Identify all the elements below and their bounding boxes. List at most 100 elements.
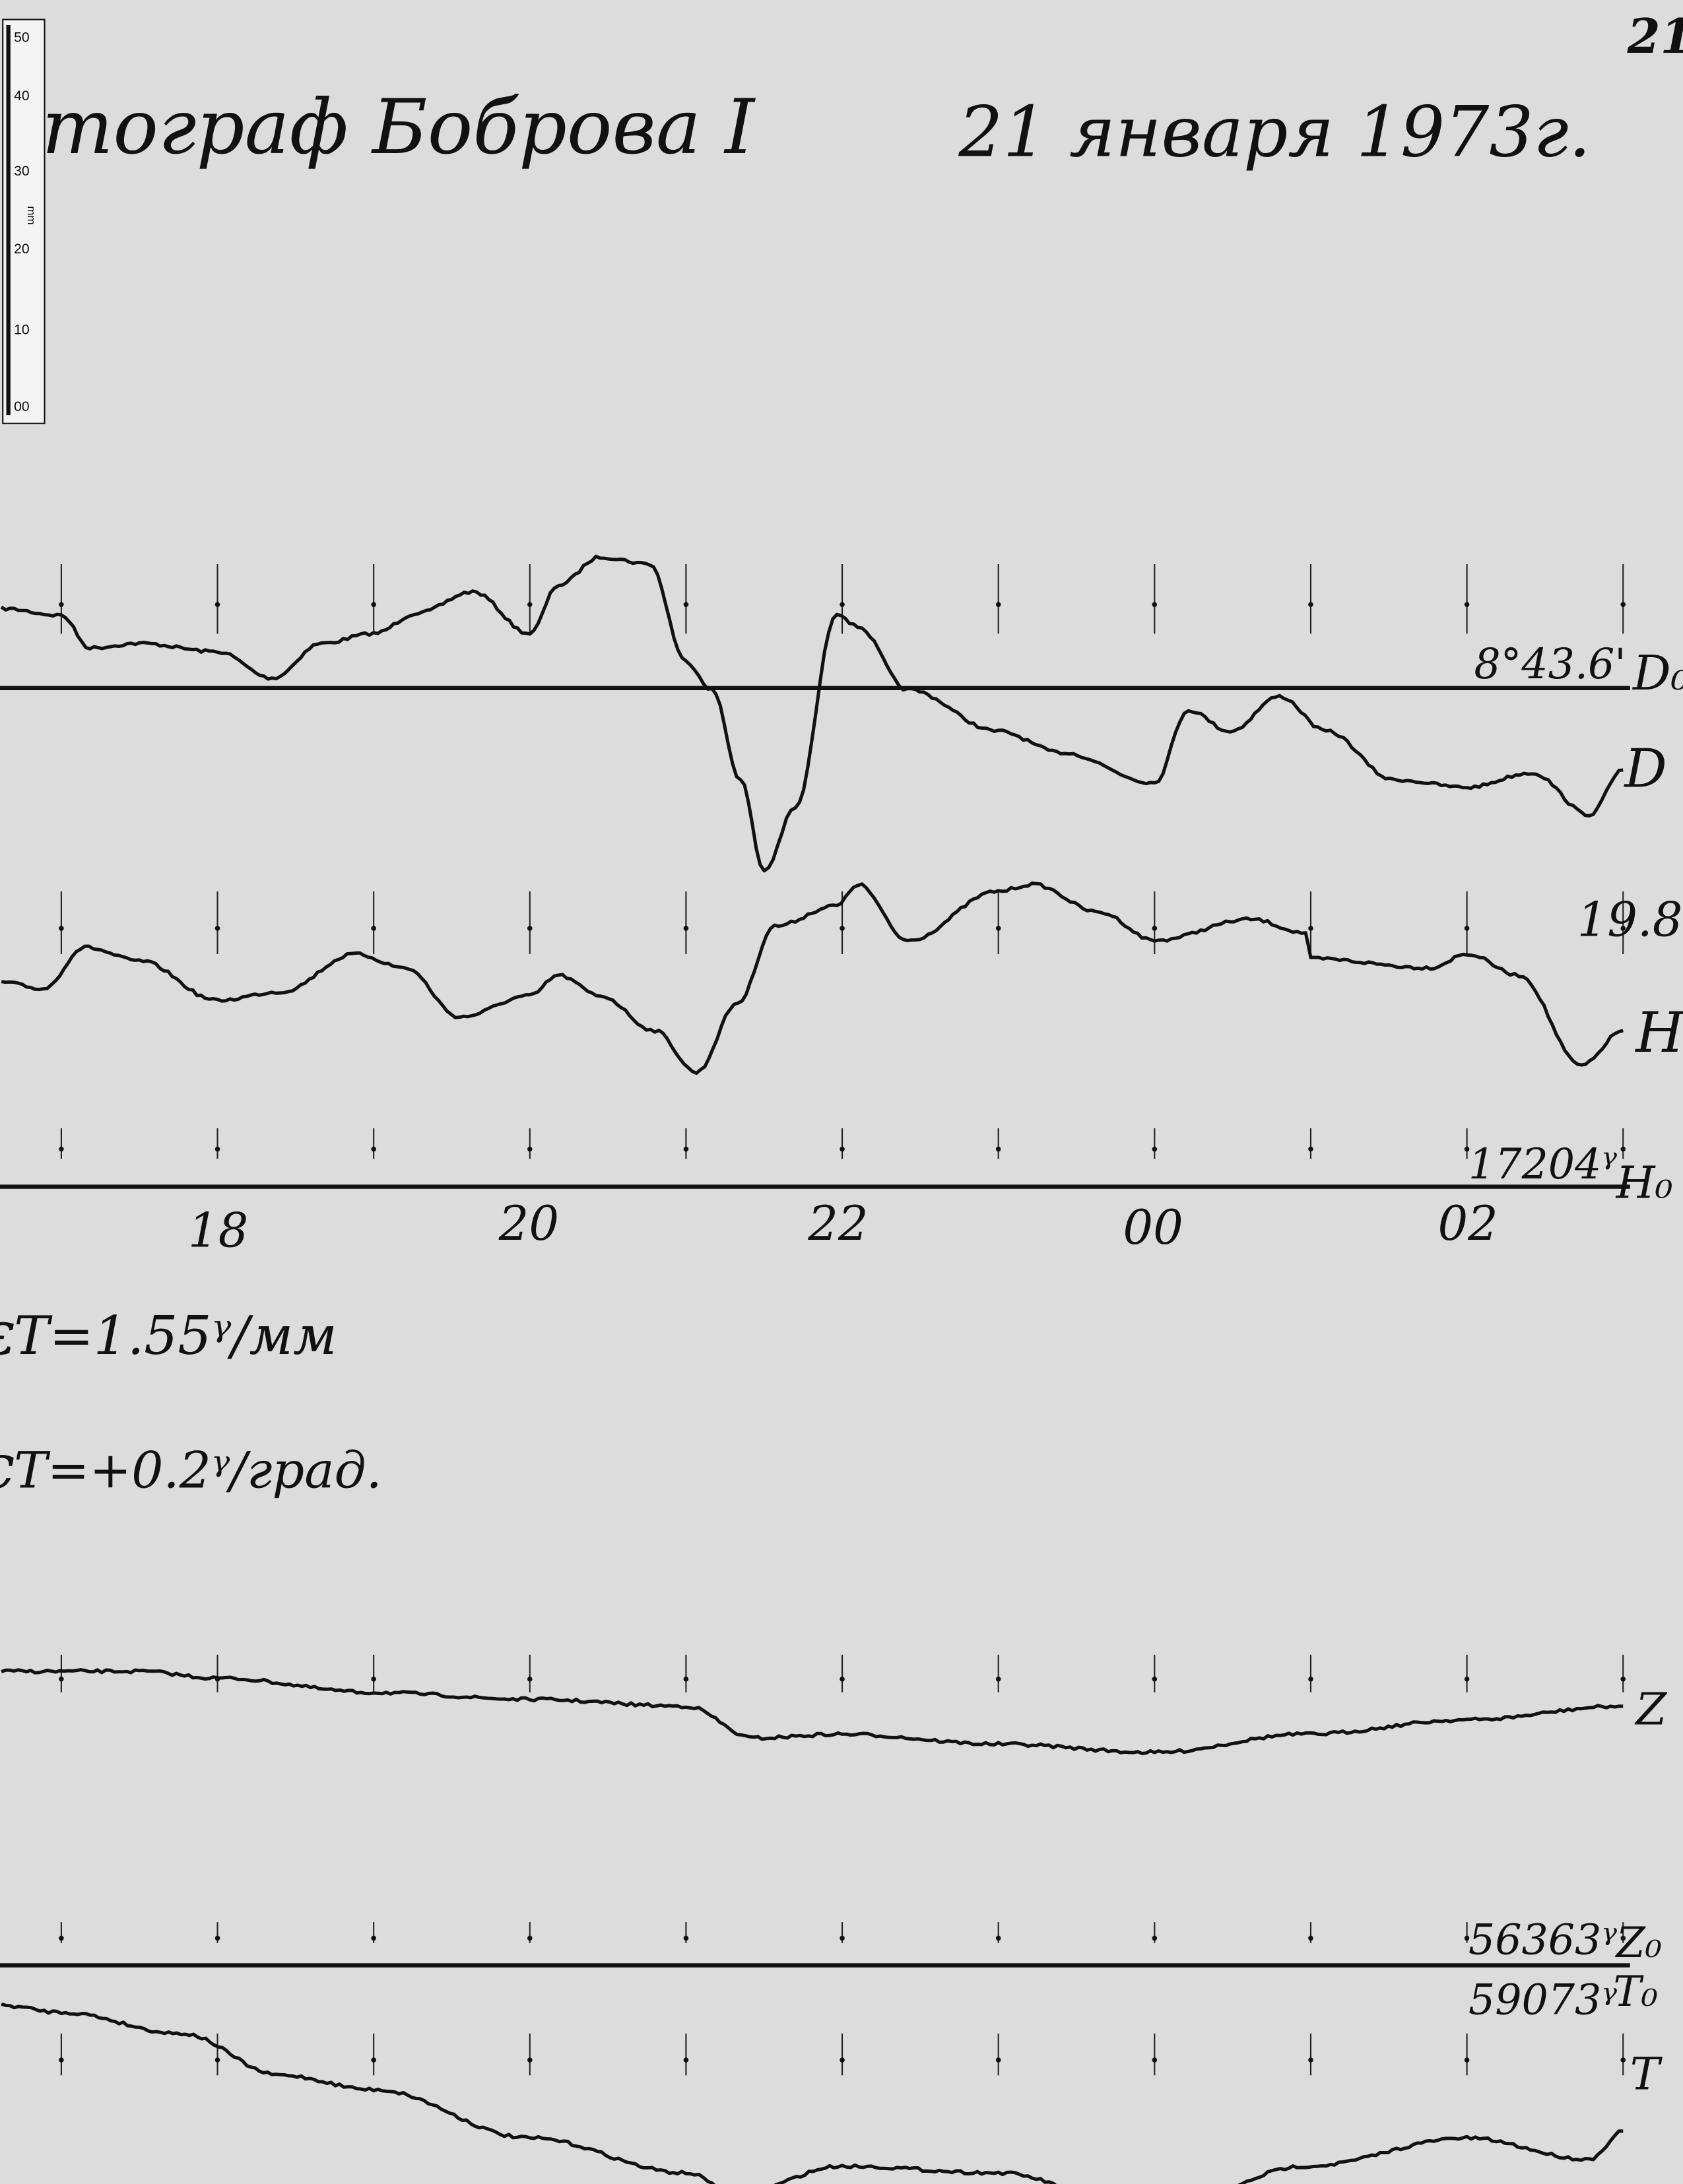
- h0-value: 17204ᵞ: [1468, 1140, 1617, 1188]
- hour-mark-dot: [683, 1935, 689, 1941]
- d-trace-label: D: [1623, 738, 1666, 800]
- hour-mark-dot: [1152, 1935, 1158, 1941]
- hour-mark-dot: [1620, 1146, 1626, 1152]
- trace-d: [0, 554, 1624, 873]
- x-tick-02: 02: [1437, 1196, 1498, 1251]
- hour-mark-dot: [1620, 1935, 1626, 1941]
- scale-label-10: 10: [14, 323, 29, 338]
- trace-t: [1, 2002, 1624, 2184]
- hour-mark-dot: [840, 1935, 845, 1941]
- hour-mark-dot: [840, 1146, 845, 1152]
- sheet-number: 21: [1627, 9, 1683, 64]
- hour-mark-dot: [59, 1935, 64, 1941]
- hour-mark-dot: [683, 1676, 689, 1682]
- scale-label-20: 20: [14, 241, 29, 257]
- title-left: тограф Боброва I: [42, 83, 756, 171]
- hour-mark-dot: [1308, 1676, 1313, 1682]
- eps-t-value: T=+0.2ᵞ/град.: [14, 1441, 382, 1500]
- hour-mark-dot: [1464, 1146, 1470, 1152]
- hour-mark-dot: [1464, 926, 1470, 931]
- hour-mark-dot: [59, 1146, 64, 1152]
- trace-z: [1, 1668, 1624, 1756]
- d0-label: D₀: [1632, 645, 1683, 701]
- hour-mark-dot: [1464, 2057, 1470, 2063]
- hour-mark-dot: [683, 2057, 689, 2063]
- hour-mark-dot: [371, 602, 376, 607]
- hour-mark-dot: [995, 1676, 1001, 1682]
- hour-mark-dot: [527, 1935, 533, 1941]
- hour-mark-dot: [527, 1146, 533, 1152]
- scale-label-30: 30: [14, 164, 29, 179]
- hour-mark-dot: [371, 1676, 376, 1682]
- hour-mark-dot: [1620, 602, 1626, 607]
- eps-t-symbol: c: [0, 1431, 15, 1502]
- hour-mark-dot: [371, 1935, 376, 1941]
- hour-mark-dot: [1308, 602, 1313, 607]
- t0-label: T₀: [1613, 1967, 1658, 2016]
- hour-mark-dot: [1308, 1935, 1313, 1941]
- title-date: 21 января 1973г.: [958, 91, 1591, 172]
- hour-mark-dot: [1620, 926, 1626, 931]
- hour-mark-dot: [995, 1935, 1001, 1941]
- eps-h-value: T=1.55ᵞ/мм: [14, 1305, 337, 1366]
- hour-mark-dot: [59, 926, 64, 931]
- hour-mark-dot: [59, 1676, 64, 1682]
- hour-mark-dot: [995, 1146, 1001, 1152]
- hour-mark-dot: [527, 1676, 533, 1682]
- x-tick-20: 20: [498, 1196, 559, 1251]
- hour-mark-dot: [840, 602, 845, 607]
- hour-mark-dot: [214, 602, 220, 607]
- h-temperature: 19.8°C: [1577, 892, 1683, 947]
- hour-mark-dot: [995, 2057, 1001, 2063]
- hour-mark-dot: [840, 1676, 845, 1682]
- hour-mark-dot: [1464, 1935, 1470, 1941]
- hour-mark-dot: [1152, 1676, 1158, 1682]
- hour-mark-dot: [995, 926, 1001, 931]
- z0-label: Z₀: [1615, 1918, 1662, 1967]
- hour-mark-dot: [683, 602, 689, 607]
- hour-mark-dot: [1152, 1146, 1158, 1152]
- d0-value: 8°43.6': [1474, 639, 1626, 688]
- hour-mark-dot: [214, 926, 220, 931]
- z-trace-label: Z: [1634, 1683, 1667, 1735]
- eps-h-symbol: ε: [0, 1297, 16, 1368]
- hour-marks: [59, 563, 1626, 2076]
- hour-mark-dot: [683, 926, 689, 931]
- x-tick-22: 22: [807, 1196, 868, 1251]
- hour-mark-dot: [1152, 926, 1158, 931]
- hour-mark-dot: [1152, 602, 1158, 607]
- hour-mark-dot: [214, 1146, 220, 1152]
- traces: [0, 554, 1624, 2184]
- h-trace-label: H: [1634, 1000, 1683, 1065]
- hour-mark-dot: [840, 2057, 845, 2063]
- x-tick-18: 18: [188, 1202, 248, 1258]
- hour-mark-dot: [371, 2057, 376, 2063]
- hour-mark-dot: [527, 602, 533, 607]
- hour-mark-dot: [214, 1935, 220, 1941]
- hour-mark-dot: [1308, 2057, 1313, 2063]
- z0-value: 56363ᵞ: [1468, 1915, 1617, 1964]
- hour-mark-dot: [59, 602, 64, 607]
- hour-mark-dot: [995, 602, 1001, 607]
- hour-mark-dot: [1308, 926, 1313, 931]
- hour-mark-dot: [1308, 1146, 1313, 1152]
- scale-unit: mm: [25, 206, 38, 224]
- x-tick-00: 00: [1123, 1200, 1183, 1255]
- hour-mark-dot: [683, 1146, 689, 1152]
- hour-mark-dot: [371, 926, 376, 931]
- hour-mark-dot: [1620, 2057, 1626, 2063]
- scale-label-40: 40: [14, 88, 29, 104]
- t0-value: 59073ᵞ: [1468, 1975, 1617, 2024]
- hour-mark-dot: [527, 2057, 533, 2063]
- hour-mark-dot: [1152, 2057, 1158, 2063]
- hour-mark-dot: [1620, 1676, 1626, 1682]
- scale-label-50: 50: [14, 30, 29, 45]
- scale-label-00: 00: [14, 399, 29, 414]
- hour-mark-dot: [214, 2057, 220, 2063]
- scale-bar: 50 40 30 mm 20 10 00: [2, 18, 46, 424]
- trace-h: [1, 881, 1624, 1076]
- hour-mark-dot: [371, 1146, 376, 1152]
- hour-mark-dot: [1464, 602, 1470, 607]
